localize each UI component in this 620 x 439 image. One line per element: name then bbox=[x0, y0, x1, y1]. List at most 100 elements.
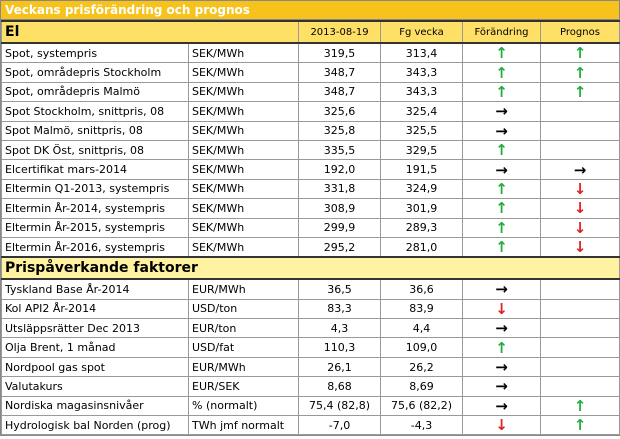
value-cell: 109,0 bbox=[380, 337, 463, 358]
value-cell: 343,3 bbox=[380, 81, 463, 103]
name-cell: Hydrologisk bal Norden (prog) bbox=[1, 415, 189, 436]
name-cell: Eltermin Q1-2013, systempris bbox=[1, 178, 189, 200]
data-row: Spot, systempris SEK/MWh 319,5 313,4 ↑ ↑ bbox=[1, 42, 620, 64]
value-cell: 75,4 (82,8) bbox=[298, 395, 381, 417]
section-header: El 2013-08-19 Fg vecka Förändring Prognos bbox=[1, 20, 620, 44]
arrow-cell: ↓ bbox=[540, 198, 620, 219]
unit-cell: SEK/MWh bbox=[188, 81, 299, 103]
value-cell: 335,5 bbox=[298, 139, 381, 161]
value-cell: 75,6 (82,2) bbox=[380, 395, 463, 417]
value-cell: 8,68 bbox=[298, 376, 381, 397]
empty-cell bbox=[540, 337, 620, 358]
unit-cell: SEK/MWh bbox=[188, 236, 299, 258]
unit-cell: SEK/MWh bbox=[188, 101, 299, 122]
unit-cell: EUR/ton bbox=[188, 318, 299, 339]
column-header: Prognos bbox=[540, 20, 620, 44]
unit-cell: SEK/MWh bbox=[188, 159, 299, 180]
value-cell: 4,3 bbox=[298, 318, 381, 339]
arrow-cell: ↓ bbox=[462, 298, 541, 320]
unit-cell: EUR/SEK bbox=[188, 376, 299, 397]
arrow-cell: → bbox=[462, 278, 541, 300]
name-cell: Valutakurs bbox=[1, 376, 189, 397]
arrow-cell: ↑ bbox=[462, 178, 541, 200]
name-cell: Spot Stockholm, snittpris, 08 bbox=[1, 101, 189, 122]
data-row: Elcertifikat mars-2014 SEK/MWh 192,0 191,5 →… bbox=[1, 159, 620, 180]
arrow-cell: → bbox=[540, 159, 620, 180]
column-header: 2013-08-19 bbox=[298, 20, 381, 44]
value-cell: 299,9 bbox=[298, 217, 381, 238]
value-cell: 348,7 bbox=[298, 62, 381, 83]
data-row: Eltermin År-2014, systempris SEK/MWh 308,9… bbox=[1, 198, 620, 219]
empty-cell bbox=[540, 139, 620, 161]
value-cell: 281,0 bbox=[380, 236, 463, 258]
value-cell: 329,5 bbox=[380, 139, 463, 161]
value-cell: 192,0 bbox=[298, 159, 381, 180]
arrow-cell: ↑ bbox=[540, 42, 620, 64]
arrow-cell: ↑ bbox=[462, 337, 541, 358]
arrow-cell: ↑ bbox=[462, 81, 541, 103]
name-cell: Spot, områdepris Malmö bbox=[1, 81, 189, 103]
name-cell: Kol API2 År-2014 bbox=[1, 298, 189, 320]
arrow-cell: ↑ bbox=[540, 395, 620, 417]
arrow-cell: ↑ bbox=[462, 42, 541, 64]
name-cell: Nordiska magasinsnivåer bbox=[1, 395, 189, 417]
value-cell: 325,5 bbox=[380, 120, 463, 141]
value-cell: 110,3 bbox=[298, 337, 381, 358]
data-row: Kol API2 År-2014 USD/ton 83,3 83,9 ↓ bbox=[1, 298, 620, 320]
arrow-cell: ↓ bbox=[462, 415, 541, 436]
data-row: Nordiska magasinsnivåer% (normalt) 75,4 (… bbox=[1, 395, 620, 417]
value-cell: -7,0 bbox=[298, 415, 381, 436]
arrow-cell: ↓ bbox=[540, 217, 620, 238]
data-row: Tyskland Base År-2014 EUR/MWh 36,5 36,6 → bbox=[1, 278, 620, 300]
empty-cell bbox=[540, 376, 620, 397]
value-cell: 4,4 bbox=[380, 318, 463, 339]
value-cell: 26,1 bbox=[298, 356, 381, 378]
empty-cell bbox=[540, 318, 620, 339]
value-cell: 331,8 bbox=[298, 178, 381, 200]
data-row: Spot, områdepris Stockholm SEK/MWh 348,7 34… bbox=[1, 62, 620, 83]
section-header: Prispåverkande faktorer bbox=[1, 256, 620, 281]
column-header: Fg vecka bbox=[380, 20, 463, 44]
name-cell: Eltermin År-2015, systempris bbox=[1, 217, 189, 238]
data-row: Spot Malmö, snittpris, 08 SEK/MWh 325,8 325… bbox=[1, 120, 620, 141]
value-cell: 191,5 bbox=[380, 159, 463, 180]
name-cell: Spot, områdepris Stockholm bbox=[1, 62, 189, 83]
arrow-cell: → bbox=[462, 101, 541, 122]
value-cell: 289,3 bbox=[380, 217, 463, 238]
unit-cell: USD/fat bbox=[188, 337, 299, 358]
value-cell: 301,9 bbox=[380, 198, 463, 219]
value-cell: 36,6 bbox=[380, 278, 463, 300]
data-row: Nordpool gas spot EUR/MWh 26,1 26,2 → bbox=[1, 356, 620, 378]
name-cell: Eltermin År-2016, systempris bbox=[1, 236, 189, 258]
value-cell: 348,7 bbox=[298, 81, 381, 103]
data-row: Olja Brent, 1 månad USD/fat 110,3 109,0 ↑ bbox=[1, 337, 620, 358]
name-cell: Tyskland Base År-2014 bbox=[1, 278, 189, 300]
arrow-cell: ↑ bbox=[462, 217, 541, 238]
arrow-cell: → bbox=[462, 120, 541, 141]
data-row: Eltermin År-2016, systempris SEK/MWh 295,2… bbox=[1, 236, 620, 258]
arrow-cell: → bbox=[462, 159, 541, 180]
data-row: Utsläppsrätter Dec 2013 EUR/ton 4,3 4,4 → bbox=[1, 318, 620, 339]
unit-cell: SEK/MWh bbox=[188, 42, 299, 64]
unit-cell: % (normalt) bbox=[188, 395, 299, 417]
unit-cell: SEK/MWh bbox=[188, 120, 299, 141]
unit-cell: TWh jmf normalt bbox=[188, 415, 299, 436]
empty-cell bbox=[540, 278, 620, 300]
section-title: Prispåverkande faktorer bbox=[1, 256, 620, 281]
arrow-cell: ↑ bbox=[462, 198, 541, 219]
empty-cell bbox=[540, 120, 620, 141]
arrow-cell: → bbox=[462, 395, 541, 417]
value-cell: 313,4 bbox=[380, 42, 463, 64]
value-cell: 343,3 bbox=[380, 62, 463, 83]
arrow-cell: → bbox=[462, 356, 541, 378]
value-cell: 319,5 bbox=[298, 42, 381, 64]
name-cell: Spot Malmö, snittpris, 08 bbox=[1, 120, 189, 141]
arrow-cell: ↓ bbox=[540, 236, 620, 258]
unit-cell: SEK/MWh bbox=[188, 139, 299, 161]
value-cell: 324,9 bbox=[380, 178, 463, 200]
arrow-cell: ↑ bbox=[540, 81, 620, 103]
section-title: El bbox=[1, 20, 299, 44]
data-row: Spot DK Öst, snittpris, 08 SEK/MWh 335,5 32… bbox=[1, 139, 620, 161]
data-row: Valutakurs EUR/SEK 8,68 8,69 → bbox=[1, 376, 620, 397]
